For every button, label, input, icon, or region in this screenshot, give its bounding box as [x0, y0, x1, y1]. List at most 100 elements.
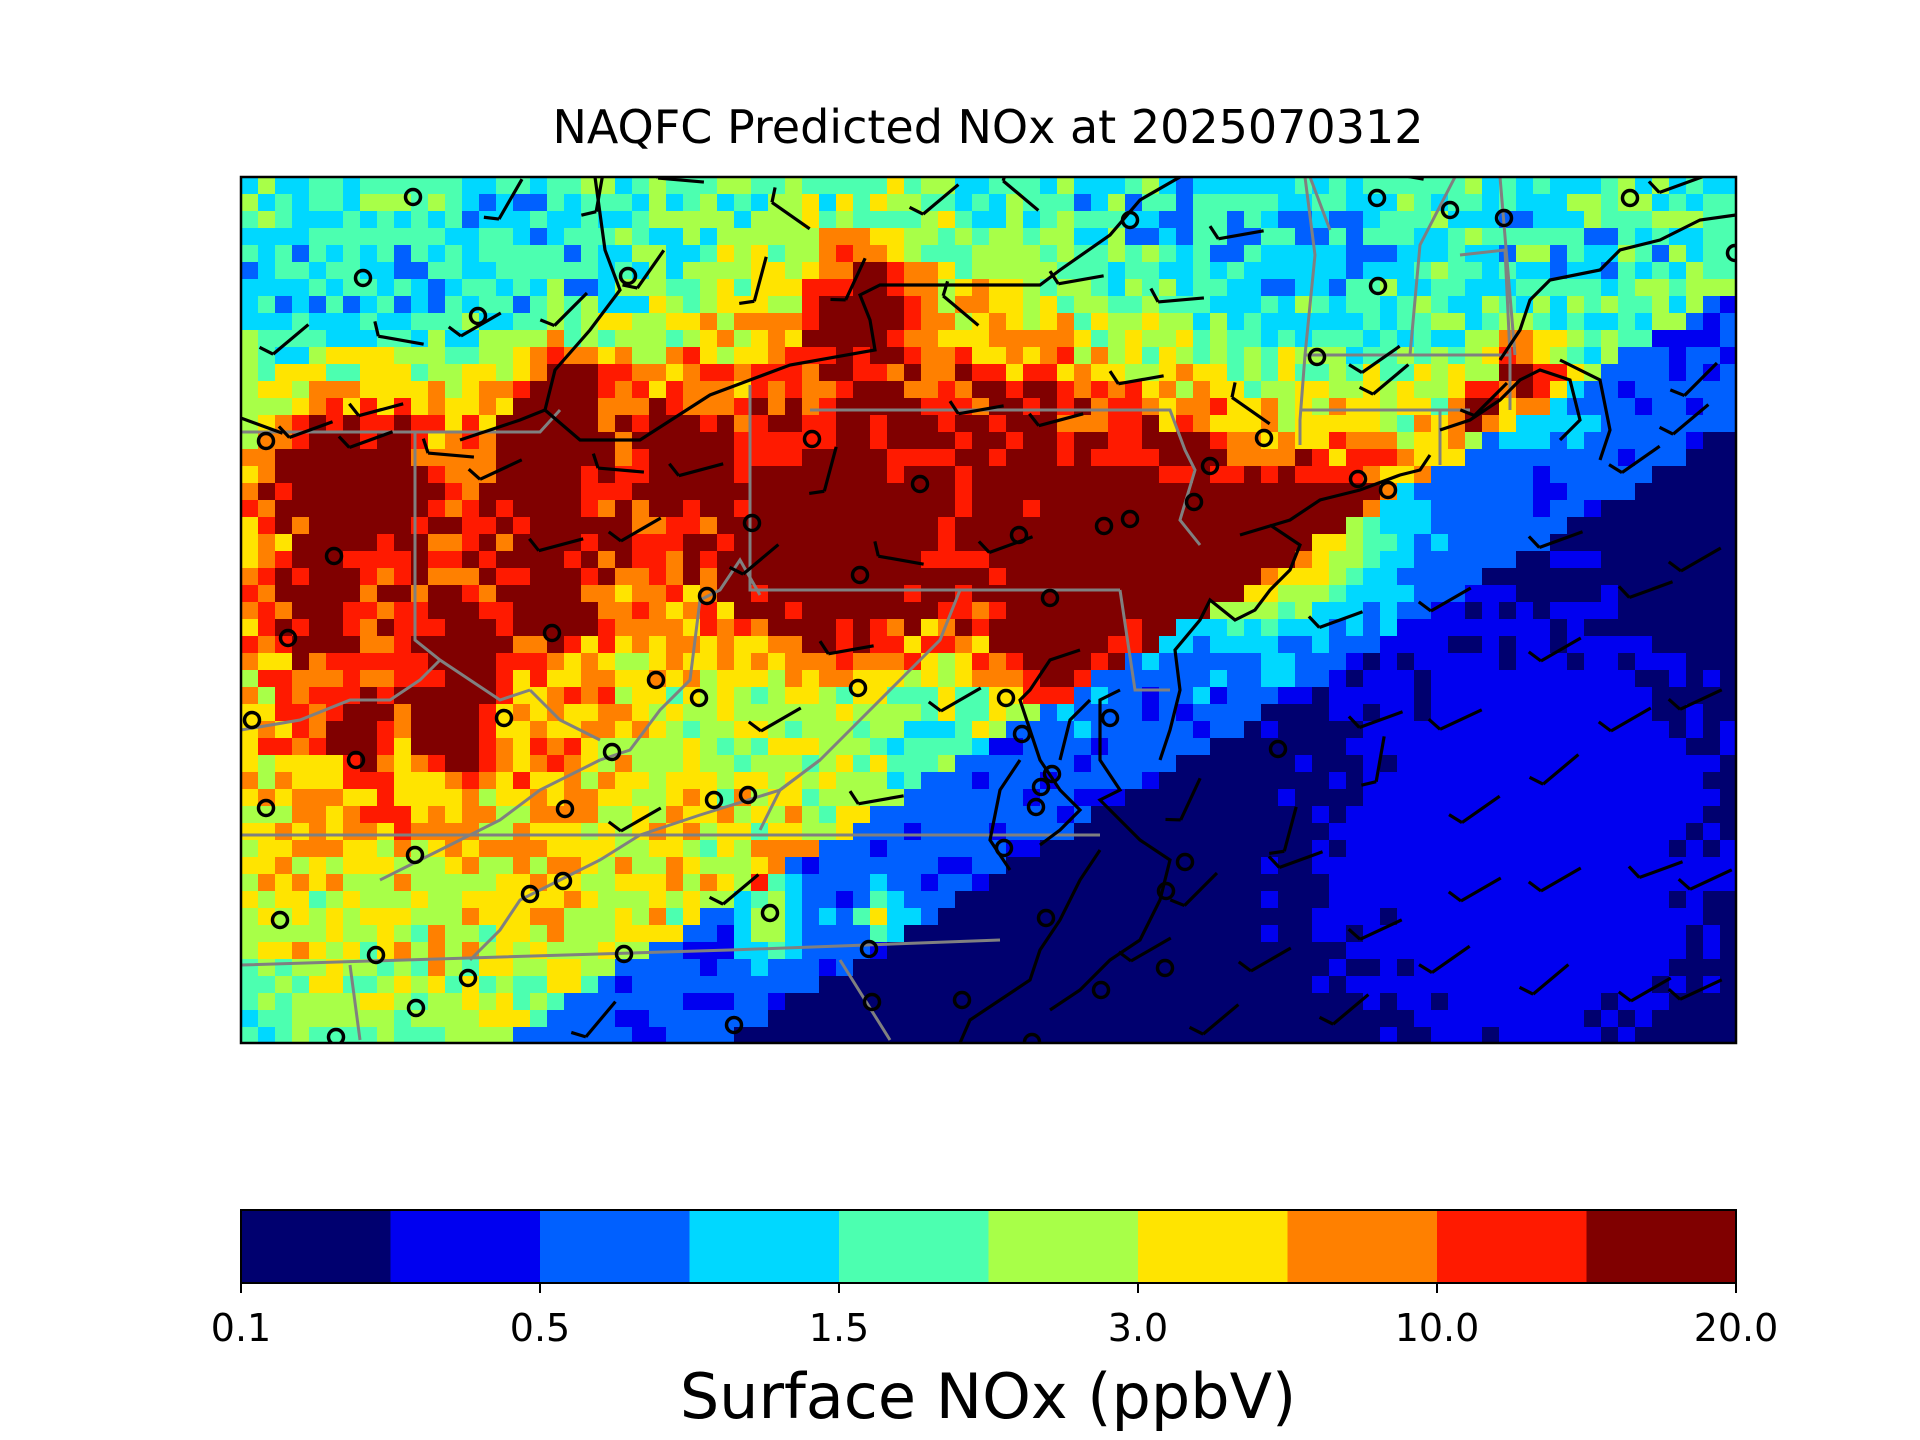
field-cell: [615, 687, 633, 705]
field-cell: [1227, 585, 1245, 603]
wind-barb: [591, 453, 645, 474]
field-cell: [513, 772, 531, 790]
field-cell: [1193, 704, 1211, 722]
field-cell: [1125, 619, 1143, 637]
field-cell: [666, 313, 684, 331]
field-cell: [853, 364, 871, 382]
field-cell: [615, 381, 633, 399]
field-cell: [1533, 704, 1551, 722]
field-cell: [887, 279, 905, 297]
field-cell: [1125, 959, 1143, 977]
field-cell: [564, 228, 582, 246]
field-cell: [615, 721, 633, 739]
field-cell: [1023, 857, 1041, 875]
field-cell: [326, 891, 344, 909]
field-cell: [1380, 942, 1398, 960]
field-cell: [751, 755, 769, 773]
field-cell: [1550, 806, 1568, 824]
field-cell: [547, 194, 565, 212]
monitor-sites: [242, 187, 1736, 1043]
field-cell: [598, 721, 616, 739]
field-cell: [1465, 177, 1483, 195]
field-cell: [1448, 381, 1466, 399]
field-cell: [581, 551, 599, 569]
field-cell: [1431, 993, 1449, 1011]
field-cell: [1091, 466, 1109, 484]
field-cell: [1516, 857, 1534, 875]
field-cell: [1635, 925, 1653, 943]
field-cell: [292, 228, 310, 246]
field-cell: [1499, 551, 1517, 569]
field-cell: [309, 568, 327, 586]
field-cell: [1261, 840, 1279, 858]
field-cell: [1023, 415, 1041, 433]
field-cell: [1227, 279, 1245, 297]
field-cell: [938, 228, 956, 246]
field-cell: [1652, 823, 1670, 841]
monitor-site-marker: [614, 944, 634, 964]
field-cell: [258, 772, 276, 790]
field-cell: [581, 364, 599, 382]
field-cell: [870, 738, 888, 756]
field-cell: [598, 500, 616, 518]
field-cell: [1601, 500, 1619, 518]
field-cell: [1550, 585, 1568, 603]
field-cell: [751, 704, 769, 722]
field-cell: [1040, 432, 1058, 450]
field-cell: [394, 976, 412, 994]
field-cell: [870, 432, 888, 450]
field-cell: [1516, 262, 1534, 280]
field-cell: [1363, 398, 1381, 416]
field-cell: [649, 381, 667, 399]
field-cell: [1312, 517, 1330, 535]
field-cell: [989, 602, 1007, 620]
field-cell: [496, 449, 514, 467]
field-cell: [479, 568, 497, 586]
field-cell: [1397, 721, 1415, 739]
field-cell: [445, 347, 463, 365]
field-cell: [360, 296, 378, 314]
field-cell: [1261, 245, 1279, 263]
field-cell: [1363, 1027, 1381, 1043]
field-cell: [1397, 636, 1415, 654]
field-cell: [1261, 874, 1279, 892]
monitor-site-marker: [468, 306, 488, 326]
field-cell: [1584, 534, 1602, 552]
field-cell: [377, 483, 395, 501]
field-cell: [768, 262, 786, 280]
field-cell: [1550, 551, 1568, 569]
field-cell: [377, 534, 395, 552]
field-cell: [1482, 976, 1500, 994]
field-cell: [377, 245, 395, 263]
field-cell: [1414, 585, 1432, 603]
field-cell: [1159, 500, 1177, 518]
field-cell: [870, 381, 888, 399]
field-cell: [377, 347, 395, 365]
field-cell: [632, 551, 650, 569]
field-cell: [241, 908, 259, 926]
field-cell: [836, 177, 854, 195]
field-cell: [717, 364, 735, 382]
field-cell: [428, 347, 446, 365]
field-cell: [258, 398, 276, 416]
field-cell: [666, 466, 684, 484]
field-cell: [1397, 857, 1415, 875]
field-cell: [615, 313, 633, 331]
field-cell: [1125, 415, 1143, 433]
field-cell: [853, 585, 871, 603]
field-cell: [1448, 483, 1466, 501]
field-cell: [564, 976, 582, 994]
field-cell: [275, 347, 293, 365]
field-cell: [751, 500, 769, 518]
colorbar-segment: [241, 1210, 391, 1283]
field-cell: [1040, 449, 1058, 467]
field-cell: [1431, 874, 1449, 892]
field-cell: [1567, 483, 1585, 501]
field-cell: [1278, 976, 1296, 994]
field-cell: [1499, 364, 1517, 382]
field-cell: [819, 840, 837, 858]
field-cell: [1193, 228, 1211, 246]
field-cell: [1346, 755, 1364, 773]
field-cell: [1652, 925, 1670, 943]
field-cell: [870, 534, 888, 552]
